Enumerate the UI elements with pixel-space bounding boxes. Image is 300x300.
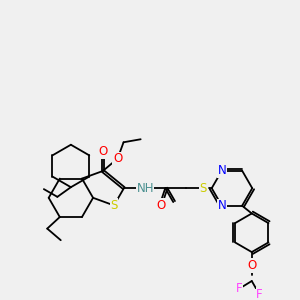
Text: N: N (218, 164, 226, 177)
Text: O: O (113, 152, 122, 165)
Text: F: F (256, 288, 263, 300)
Text: NH: NH (136, 182, 154, 195)
Text: N: N (218, 199, 226, 212)
Text: O: O (156, 199, 165, 212)
Text: S: S (199, 182, 207, 195)
Text: O: O (98, 145, 107, 158)
Text: O: O (247, 259, 256, 272)
Text: F: F (236, 282, 242, 295)
Text: S: S (110, 199, 118, 212)
